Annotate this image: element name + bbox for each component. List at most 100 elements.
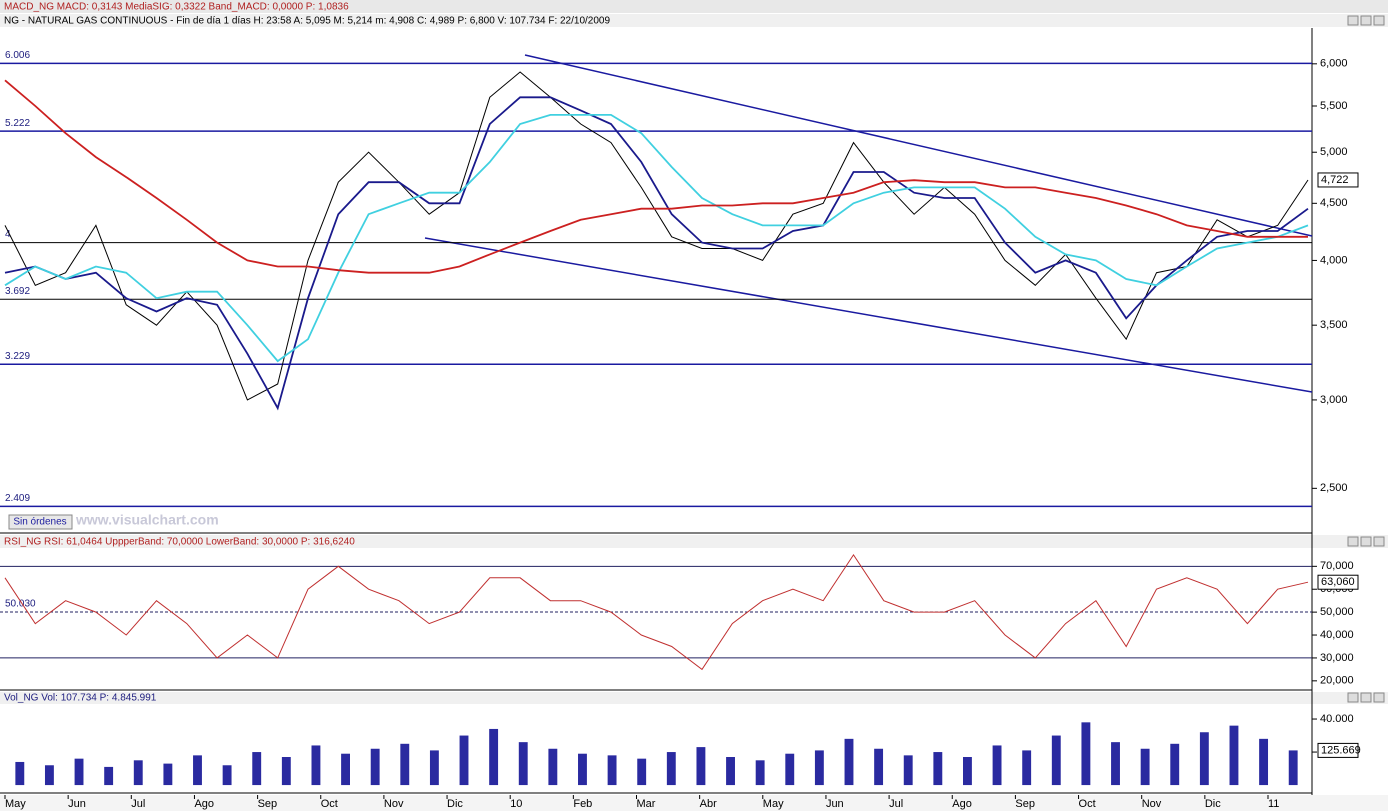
macd-strip [0,0,1388,13]
minimize-button[interactable] [1347,536,1359,547]
x-tick-label: Ago [952,798,972,810]
volume-bar [814,750,824,786]
volume-bar [1111,742,1120,786]
maximize-button[interactable] [1360,15,1372,26]
level-label: 2.409 [5,493,30,504]
volume-bar [252,752,262,786]
series-line [4,79,1308,274]
volume-bar [726,757,735,786]
x-tick-label: Nov [384,798,404,810]
volume-bar [489,728,499,786]
volume-bar [15,761,25,786]
x-tick-label: Jul [131,798,145,810]
x-tick-label: 11 [1268,798,1279,810]
trend-line [424,237,1313,393]
x-tick-label: 10 [510,798,522,810]
y-tick-label: 5,500 [1320,100,1348,112]
y-tick-label: 20,000 [1320,675,1354,687]
price-strip [0,14,1388,27]
x-tick-label: Jun [68,798,86,810]
volume-bar [785,753,795,786]
volume-bar [607,755,617,786]
close-button[interactable] [1373,536,1385,547]
x-tick-label: May [763,798,784,810]
volume-bar [429,750,439,786]
x-tick-label: Feb [573,798,592,810]
level-label: 6.006 [5,50,30,61]
last-value-label: 4,722 [1321,174,1349,186]
y-tick-label: 3,000 [1320,394,1348,406]
price-header: NG - NATURAL GAS CONTINUOUS - Fin de día… [4,16,610,27]
volume-bar [1140,748,1150,786]
maximize-button[interactable] [1360,692,1372,703]
y-tick-label: 3,500 [1320,319,1348,331]
y-tick-label: 40,000 [1320,629,1354,641]
close-button[interactable] [1373,692,1385,703]
x-tick-label: May [5,798,26,810]
minimize-button[interactable] [1347,692,1359,703]
volume-bar [341,753,350,786]
x-tick-label: Sep [258,798,278,810]
volume-bar [1199,732,1209,786]
orders-button[interactable] [8,514,73,530]
volume-bar [400,743,410,786]
y-tick-label: 6,000 [1320,58,1348,70]
last-value-box [1317,574,1359,590]
y-tick-label: 4,000 [1320,254,1348,266]
y-tick-label: 70,000 [1320,560,1354,572]
volume-bar [1229,725,1239,786]
volume-bar [637,758,647,786]
x-tick-label: Sep [1015,798,1035,810]
volume-bar [1259,738,1269,786]
maximize-button[interactable] [1360,536,1372,547]
close-button[interactable] [1373,15,1385,26]
volume-strip [0,692,1388,704]
trend-line [524,54,1313,237]
volume-bar [666,752,676,786]
y-tick-label: 5,000 [1320,146,1348,158]
x-tick-label: Oct [321,798,338,810]
volume-bar [933,752,943,786]
series-line [4,96,1309,411]
level-label: 4 [5,229,11,240]
minimize-button[interactable] [1347,15,1359,26]
volume-bar [518,742,528,786]
level-label: 5.222 [5,118,30,129]
volume-bar [74,758,84,786]
volume-bar [1081,722,1091,786]
y-tick-label: 50,000 [1320,606,1354,618]
orders-button-label: Sin órdenes [13,517,66,528]
rsi-strip [0,535,1388,548]
volume-header: Vol_NG Vol: 107.734 P: 4.845.991 [4,693,157,704]
date-strip [0,795,1388,811]
volume-bar [903,755,913,786]
volume-bar [578,753,587,786]
x-tick-label: Nov [1142,798,1162,810]
volume-bar [963,757,972,786]
volume-bar [370,748,380,786]
volume-bar [44,765,54,786]
y-tick-label: 4,500 [1320,197,1348,209]
volume-bar [696,747,706,786]
last-value-label: 125.669 [1321,744,1361,756]
y-tick-label: 30,000 [1320,652,1354,664]
volume-bar [755,760,765,786]
x-tick-label: Jul [889,798,903,810]
level-label: 3.229 [5,351,30,362]
window-buttons [1347,15,1385,703]
series-line [4,114,1309,363]
x-tick-label: Dic [447,798,463,810]
last-value-box [1317,742,1359,758]
last-value-label: 63,060 [1321,576,1355,588]
macd-header: MACD_NG MACD: 0,3143 MediaSIG: 0,3322 Ba… [4,2,349,13]
volume-bar [1022,750,1032,786]
level-label: 50.030 [5,599,36,610]
volume-bar [222,765,232,786]
x-tick-label: Abr [700,798,717,810]
series-line [4,553,1309,671]
x-tick-label: Jun [826,798,844,810]
x-tick-label: Dic [1205,798,1221,810]
volume-bar [163,763,173,786]
last-value-box [1317,172,1359,188]
